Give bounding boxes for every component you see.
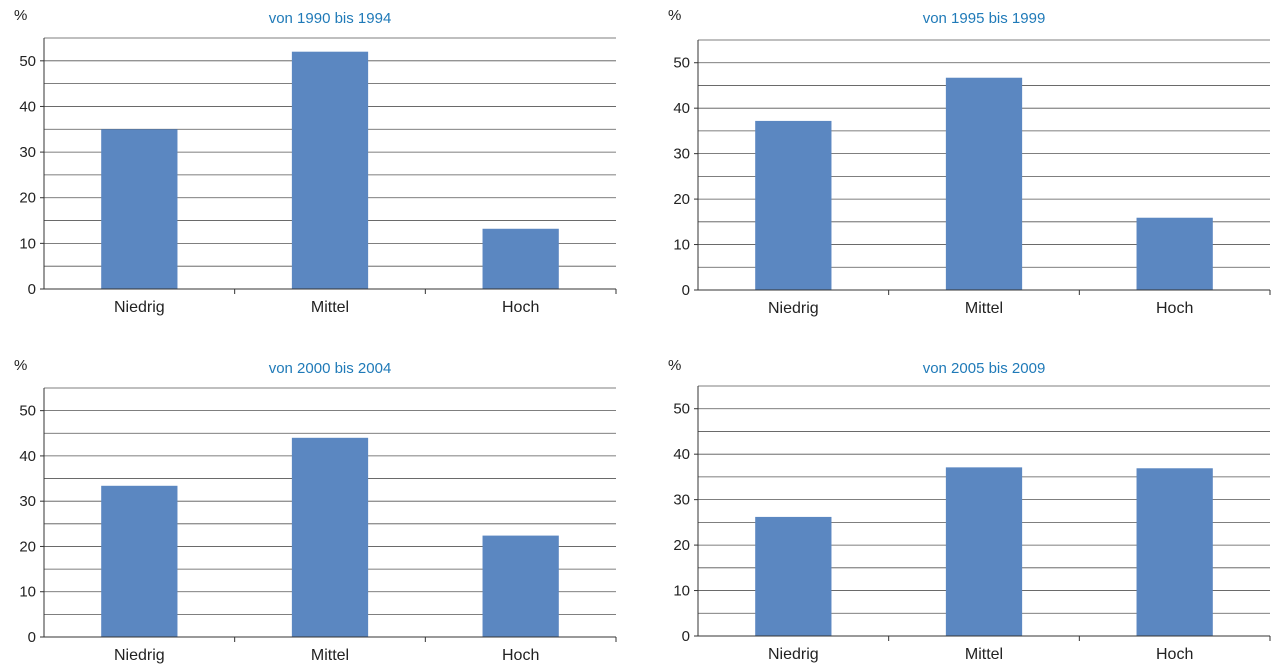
y-tick-label: 30 bbox=[19, 493, 36, 510]
y-tick-label: 40 bbox=[673, 446, 690, 463]
bar-hoch bbox=[482, 228, 559, 289]
chart-panel: 0 10 20 30 40 50 Niedrig Mittel Hoch% von 1995 bi… bbox=[668, 7, 1271, 317]
x-tick-label: Mittel bbox=[311, 647, 349, 664]
chart-panel: 0 10 20 30 40 50 Niedrig Mittel Hoch% von 2005 bi… bbox=[668, 357, 1271, 663]
chart-panel: 0 10 20 30 40 50 Niedrig Mittel Hoch% von 1990 bi… bbox=[14, 7, 617, 316]
y-axis-label: % bbox=[14, 357, 27, 374]
y-axis-label: % bbox=[668, 357, 681, 374]
x-tick-label: Mittel bbox=[965, 646, 1003, 663]
bar-niedrig bbox=[755, 120, 832, 290]
x-tick-label: Hoch bbox=[1156, 646, 1193, 663]
y-tick-label: 10 bbox=[19, 584, 36, 601]
x-tick-label: Niedrig bbox=[114, 299, 165, 316]
x-tick-label: Mittel bbox=[965, 300, 1003, 317]
bar-mittel bbox=[945, 77, 1023, 291]
y-tick-label: 0 bbox=[28, 281, 36, 298]
x-tick-label: Hoch bbox=[1156, 300, 1193, 317]
bar-hoch bbox=[1136, 217, 1213, 290]
bar-niedrig bbox=[101, 129, 178, 289]
x-tick-label: Niedrig bbox=[768, 646, 819, 663]
y-tick-label: 10 bbox=[673, 583, 690, 600]
y-tick-label: 20 bbox=[673, 191, 690, 208]
bar-mittel bbox=[291, 51, 369, 289]
x-tick-label: Mittel bbox=[311, 299, 349, 316]
y-tick-label: 20 bbox=[19, 190, 36, 207]
y-tick-label: 0 bbox=[682, 628, 690, 645]
bar-mittel bbox=[945, 467, 1023, 636]
x-tick-label: Niedrig bbox=[768, 300, 819, 317]
y-tick-label: 0 bbox=[28, 629, 36, 646]
bar-niedrig bbox=[755, 516, 832, 636]
y-tick-label: 30 bbox=[673, 146, 690, 163]
y-tick-label: 40 bbox=[19, 448, 36, 465]
y-tick-label: 40 bbox=[673, 100, 690, 117]
x-tick-label: Hoch bbox=[502, 299, 539, 316]
y-tick-label: 50 bbox=[19, 53, 36, 70]
y-tick-label: 30 bbox=[19, 144, 36, 161]
chart-title: von 2005 bis 2009 bbox=[923, 360, 1046, 377]
chart-panel: 0 10 20 30 40 50 Niedrig Mittel Hoch% von 2000 bi… bbox=[14, 357, 617, 664]
bar-hoch bbox=[1136, 468, 1213, 636]
y-tick-label: 10 bbox=[673, 237, 690, 254]
y-tick-label: 40 bbox=[19, 98, 36, 115]
y-axis-label: % bbox=[668, 7, 681, 24]
x-tick-label: Niedrig bbox=[114, 647, 165, 664]
bar-mittel bbox=[291, 437, 369, 637]
chart-title: von 1990 bis 1994 bbox=[269, 10, 392, 27]
y-tick-label: 50 bbox=[673, 401, 690, 418]
x-tick-label: Hoch bbox=[502, 647, 539, 664]
y-tick-label: 20 bbox=[673, 537, 690, 554]
bar-niedrig bbox=[101, 485, 178, 637]
bar-hoch bbox=[482, 535, 559, 637]
y-tick-label: 0 bbox=[682, 282, 690, 299]
y-tick-label: 10 bbox=[19, 235, 36, 252]
y-tick-label: 50 bbox=[673, 55, 690, 72]
y-axis-label: % bbox=[14, 7, 27, 24]
chart-title: von 2000 bis 2004 bbox=[269, 360, 392, 377]
y-tick-label: 20 bbox=[19, 538, 36, 555]
chart-title: von 1995 bis 1999 bbox=[923, 10, 1046, 27]
y-tick-label: 50 bbox=[19, 403, 36, 420]
y-tick-label: 30 bbox=[673, 492, 690, 509]
